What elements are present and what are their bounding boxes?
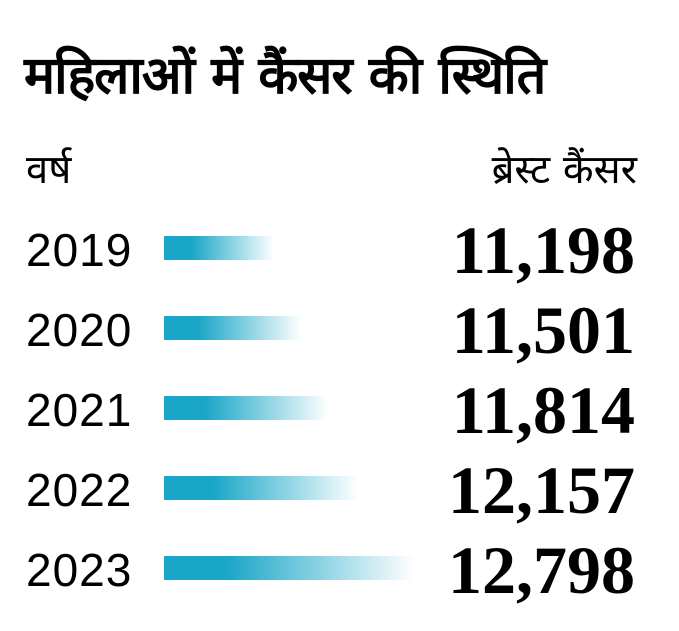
year-label: 2020	[26, 304, 133, 356]
value-label: 12,798	[448, 532, 635, 608]
chart-row: 2020 11,501	[0, 294, 679, 366]
bar-2022	[164, 476, 358, 500]
value-label: 11,501	[451, 292, 635, 368]
bar-2020	[164, 316, 301, 340]
year-label: 2019	[26, 224, 133, 276]
year-label: 2023	[26, 544, 133, 596]
chart-row: 2019 11,198	[0, 214, 679, 286]
chart-row: 2023 12,798	[0, 534, 679, 606]
value-label: 12,157	[448, 452, 635, 528]
value-label: 11,814	[451, 372, 635, 448]
year-column-header: वर्ष	[26, 147, 72, 193]
bar-2019	[164, 236, 274, 260]
chart-row: 2022 12,157	[0, 454, 679, 526]
chart-row: 2021 11,814	[0, 374, 679, 446]
value-label: 11,198	[451, 212, 635, 288]
bar-2021	[164, 396, 328, 420]
year-label: 2021	[26, 384, 133, 436]
breast-cancer-column-header: ब्रेस्ट कैंसर	[491, 147, 637, 193]
chart-title: महिलाओं में कैंसर की स्थिति	[24, 46, 546, 106]
year-label: 2022	[26, 464, 133, 516]
bar-2023	[164, 556, 414, 580]
